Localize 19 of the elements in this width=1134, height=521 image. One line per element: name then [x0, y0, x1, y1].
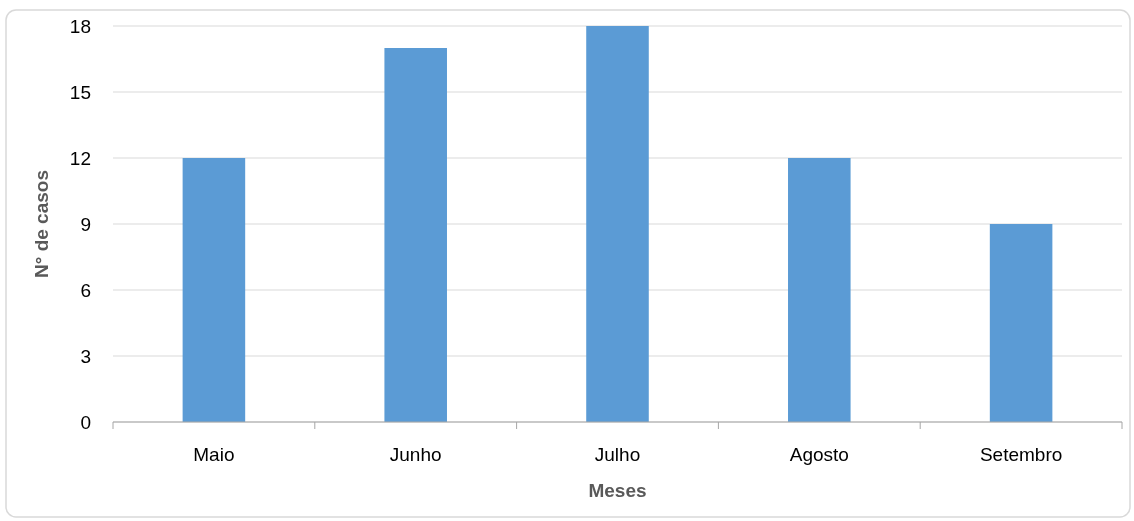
x-tick-label: Agosto	[789, 444, 849, 465]
y-axis-title: N° de casos	[31, 170, 52, 278]
y-tick-label: 0	[80, 411, 91, 433]
bar	[384, 48, 447, 422]
bar	[989, 224, 1053, 422]
bar	[182, 158, 246, 422]
x-axis-title: Meses	[588, 480, 647, 501]
x-tick-label: Junho	[389, 444, 442, 465]
y-tick-label: 12	[69, 147, 91, 169]
bar	[586, 26, 649, 422]
y-tick-label: 6	[80, 279, 91, 301]
x-tick-label: Maio	[193, 444, 235, 465]
y-tick-label: 3	[80, 345, 91, 367]
y-tick-label: 9	[80, 213, 91, 235]
y-tick-label: 18	[69, 15, 91, 37]
y-tick-label: 15	[69, 81, 91, 103]
x-tick-label: Setembro	[979, 444, 1063, 465]
bar	[788, 158, 851, 422]
x-tick-label: Julho	[594, 444, 641, 465]
